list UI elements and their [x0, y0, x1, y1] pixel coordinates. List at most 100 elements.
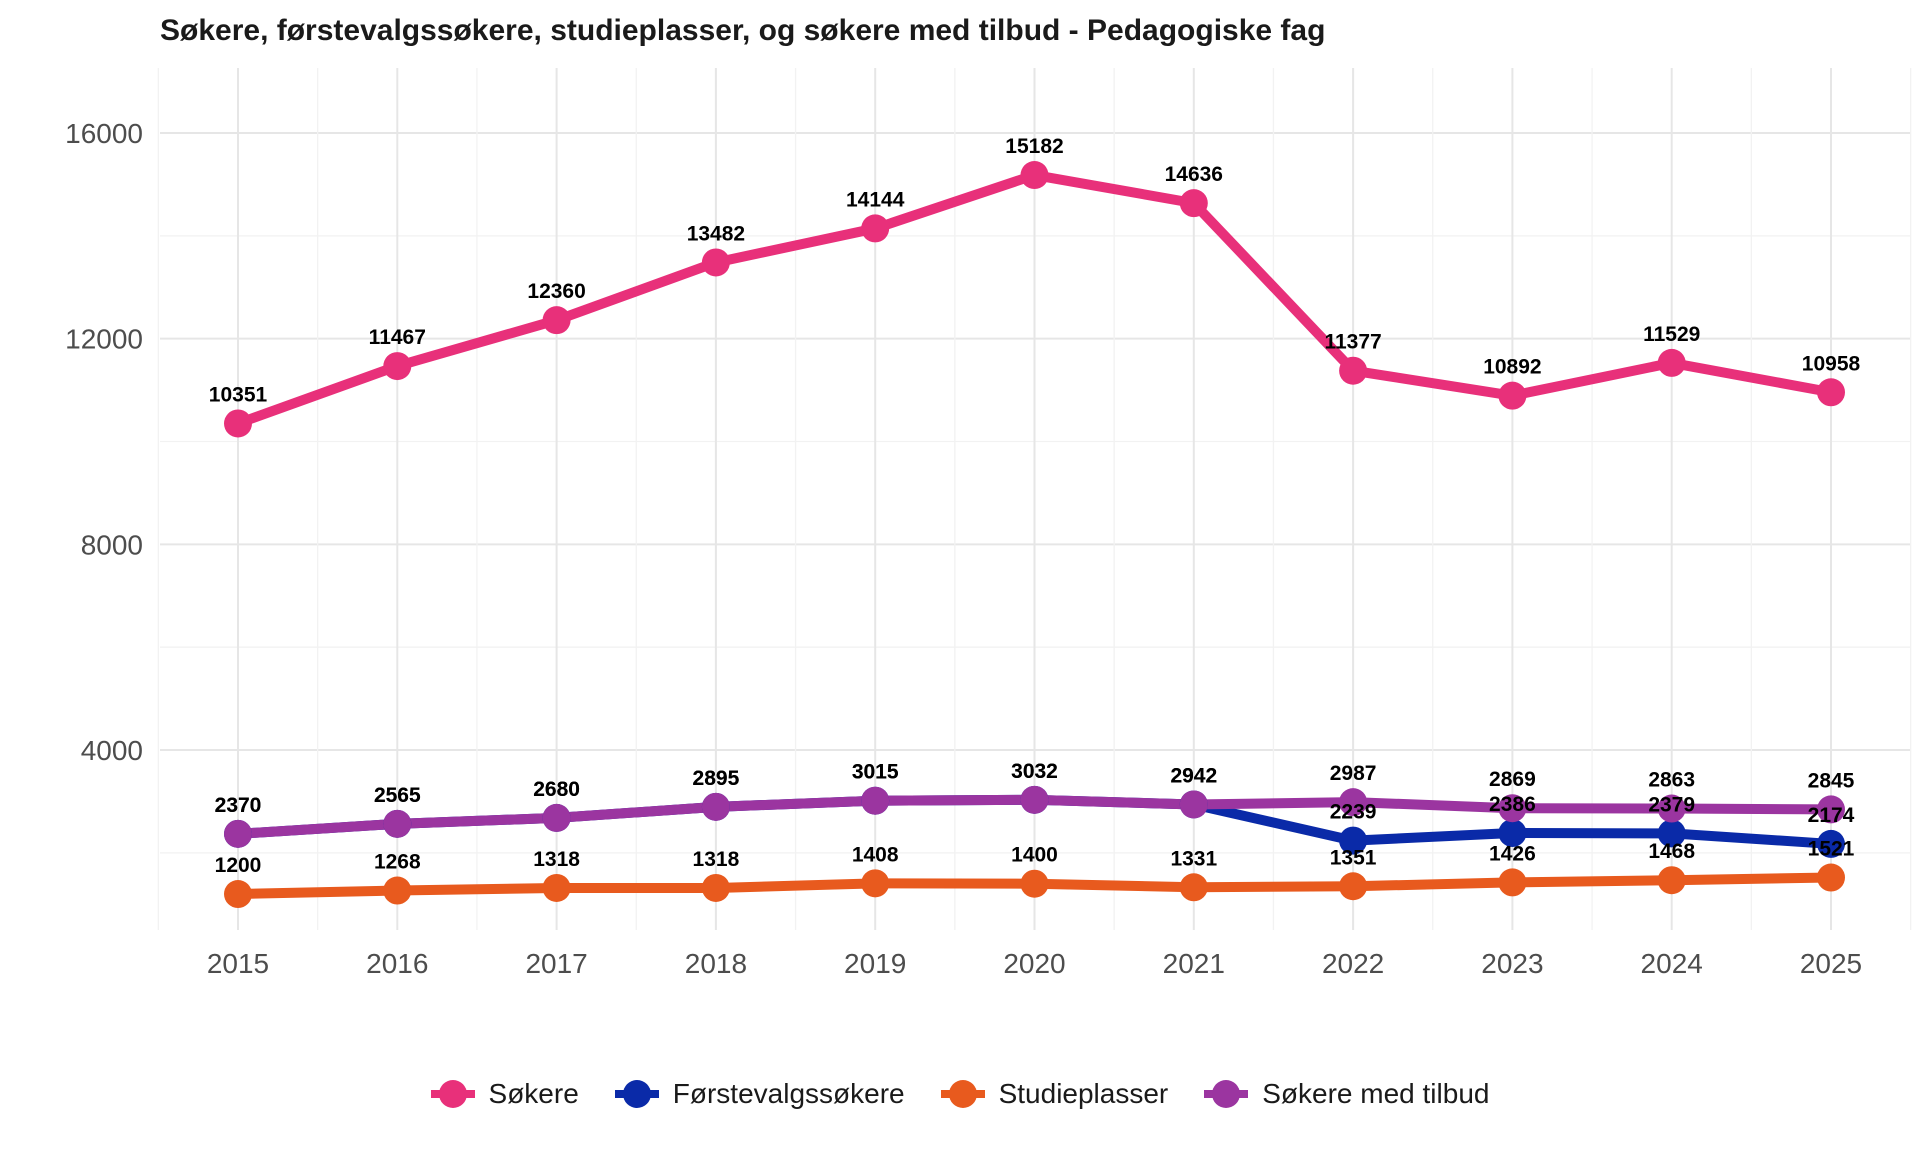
data-labels: 10351 11467 12360 13482 14144 15182 14636 11377…: [209, 135, 1861, 877]
series-3-point: [1657, 866, 1686, 895]
chart-title: Søkere, førstevalgssøkere, studieplasser…: [160, 14, 1326, 47]
data-label: 1331: [1170, 847, 1217, 870]
legend-label: Søkere med tilbud: [1262, 1078, 1490, 1109]
series-4-point: [1498, 794, 1527, 823]
data-label: 1400: [1011, 844, 1058, 867]
data-label: 2869: [1489, 768, 1536, 791]
y-tick-label: 12000: [65, 324, 143, 355]
series-4-point: [224, 819, 252, 848]
series-4-point: [542, 803, 571, 832]
series-1-point: [224, 409, 252, 438]
legend-label: Søkere: [488, 1078, 579, 1109]
data-label: 3032: [1011, 760, 1058, 783]
x-tick-label: 2023: [1481, 948, 1543, 979]
x-tick-label: 2015: [207, 948, 269, 979]
legend-item: Studieplasser: [940, 1076, 1169, 1112]
series-1-point: [701, 248, 730, 277]
data-label: 1268: [374, 851, 421, 874]
y-tick-label: 4000: [81, 735, 143, 766]
series-1-point: [383, 352, 412, 381]
data-label: 1468: [1648, 840, 1695, 863]
data-label: 2845: [1808, 769, 1855, 792]
data-label: 2379: [1648, 793, 1695, 816]
series-2-point: [1498, 819, 1527, 848]
data-label: 1318: [533, 848, 580, 871]
legend-label: Førstevalgssøkere: [672, 1078, 905, 1109]
series-3-point: [861, 869, 890, 898]
series-3-point: [1179, 873, 1208, 902]
data-label: 2680: [533, 778, 580, 801]
series-1-point: [1020, 161, 1049, 190]
data-label: 2895: [693, 767, 740, 790]
data-label: 2680: [533, 778, 580, 801]
grid-lines: [157, 68, 1912, 930]
series-3-point: [542, 873, 571, 902]
data-label: 2942: [1170, 764, 1217, 787]
y-tick-label: 16000: [65, 118, 143, 149]
data-label: 3032: [1011, 760, 1058, 783]
series-3-point: [1498, 868, 1527, 897]
series-3-point: [701, 873, 730, 902]
data-label: 1200: [215, 854, 262, 877]
series-1-point: [1179, 189, 1208, 218]
x-tick-label: 2017: [525, 948, 587, 979]
series-4-point: [1657, 794, 1686, 823]
data-label: 1426: [1489, 842, 1536, 865]
x-tick-label: 2022: [1322, 948, 1384, 979]
series-2-point: [1817, 829, 1845, 858]
series-1-point: [861, 214, 890, 243]
series-3-point: [383, 876, 412, 905]
legend-label: Studieplasser: [998, 1078, 1169, 1109]
data-label: 3015: [852, 761, 899, 784]
series-4-point: [1817, 795, 1845, 824]
series-4-point: [1339, 788, 1368, 817]
series-4-point: [1179, 790, 1208, 819]
data-label: 1408: [852, 843, 899, 866]
data-label: 11529: [1643, 323, 1700, 346]
data-label: 1318: [693, 848, 740, 871]
series-2-point: [1339, 826, 1368, 855]
legend-item: Førstevalgssøkere: [614, 1076, 905, 1112]
data-label: 2370: [215, 794, 262, 817]
x-tick-label: 2021: [1163, 948, 1225, 979]
legend-item: Søkere: [430, 1076, 579, 1112]
data-label: 10892: [1483, 356, 1541, 379]
series-points: [224, 161, 1845, 909]
series-1-point: [1657, 348, 1686, 377]
series-4-point: [383, 809, 412, 838]
series-3-point: [1020, 869, 1049, 898]
data-label: 2239: [1330, 801, 1377, 824]
legend-key: [940, 1076, 985, 1112]
data-label: 15182: [1005, 135, 1063, 158]
series-1-point: [1339, 356, 1368, 385]
data-label: 3015: [852, 761, 899, 784]
series-1-point: [1498, 381, 1527, 410]
x-tick-label: 2024: [1641, 948, 1703, 979]
series-2-point: [1657, 819, 1686, 848]
series-3-point: [1817, 863, 1845, 892]
data-label: 1351: [1330, 846, 1377, 869]
data-label: 12360: [527, 280, 585, 303]
x-tick-label: 2016: [366, 948, 428, 979]
data-label: 13482: [687, 222, 745, 245]
y-tick-label: 8000: [81, 529, 143, 560]
series-4-point: [1020, 785, 1049, 814]
data-label: 2174: [1808, 804, 1855, 827]
data-label: 14636: [1165, 163, 1223, 186]
x-tick-label: 2018: [685, 948, 747, 979]
data-label: 2386: [1489, 793, 1536, 816]
data-label: 2370: [215, 794, 262, 817]
data-label: 1521: [1808, 838, 1855, 861]
legend-item: Søkere med tilbud: [1204, 1076, 1489, 1112]
data-label: 2565: [374, 784, 421, 807]
series-4-point: [701, 792, 730, 821]
x-tick-label: 2020: [1003, 948, 1065, 979]
data-label: 2565: [374, 784, 421, 807]
legend: Søkere Førstevalgssøkere Studieplasser Søke…: [0, 1076, 1920, 1112]
data-label: 10958: [1802, 352, 1861, 375]
data-label: 14144: [846, 188, 905, 211]
series-1-point: [1817, 378, 1845, 407]
series-3-point: [1339, 872, 1368, 901]
data-label: 2863: [1648, 769, 1695, 792]
